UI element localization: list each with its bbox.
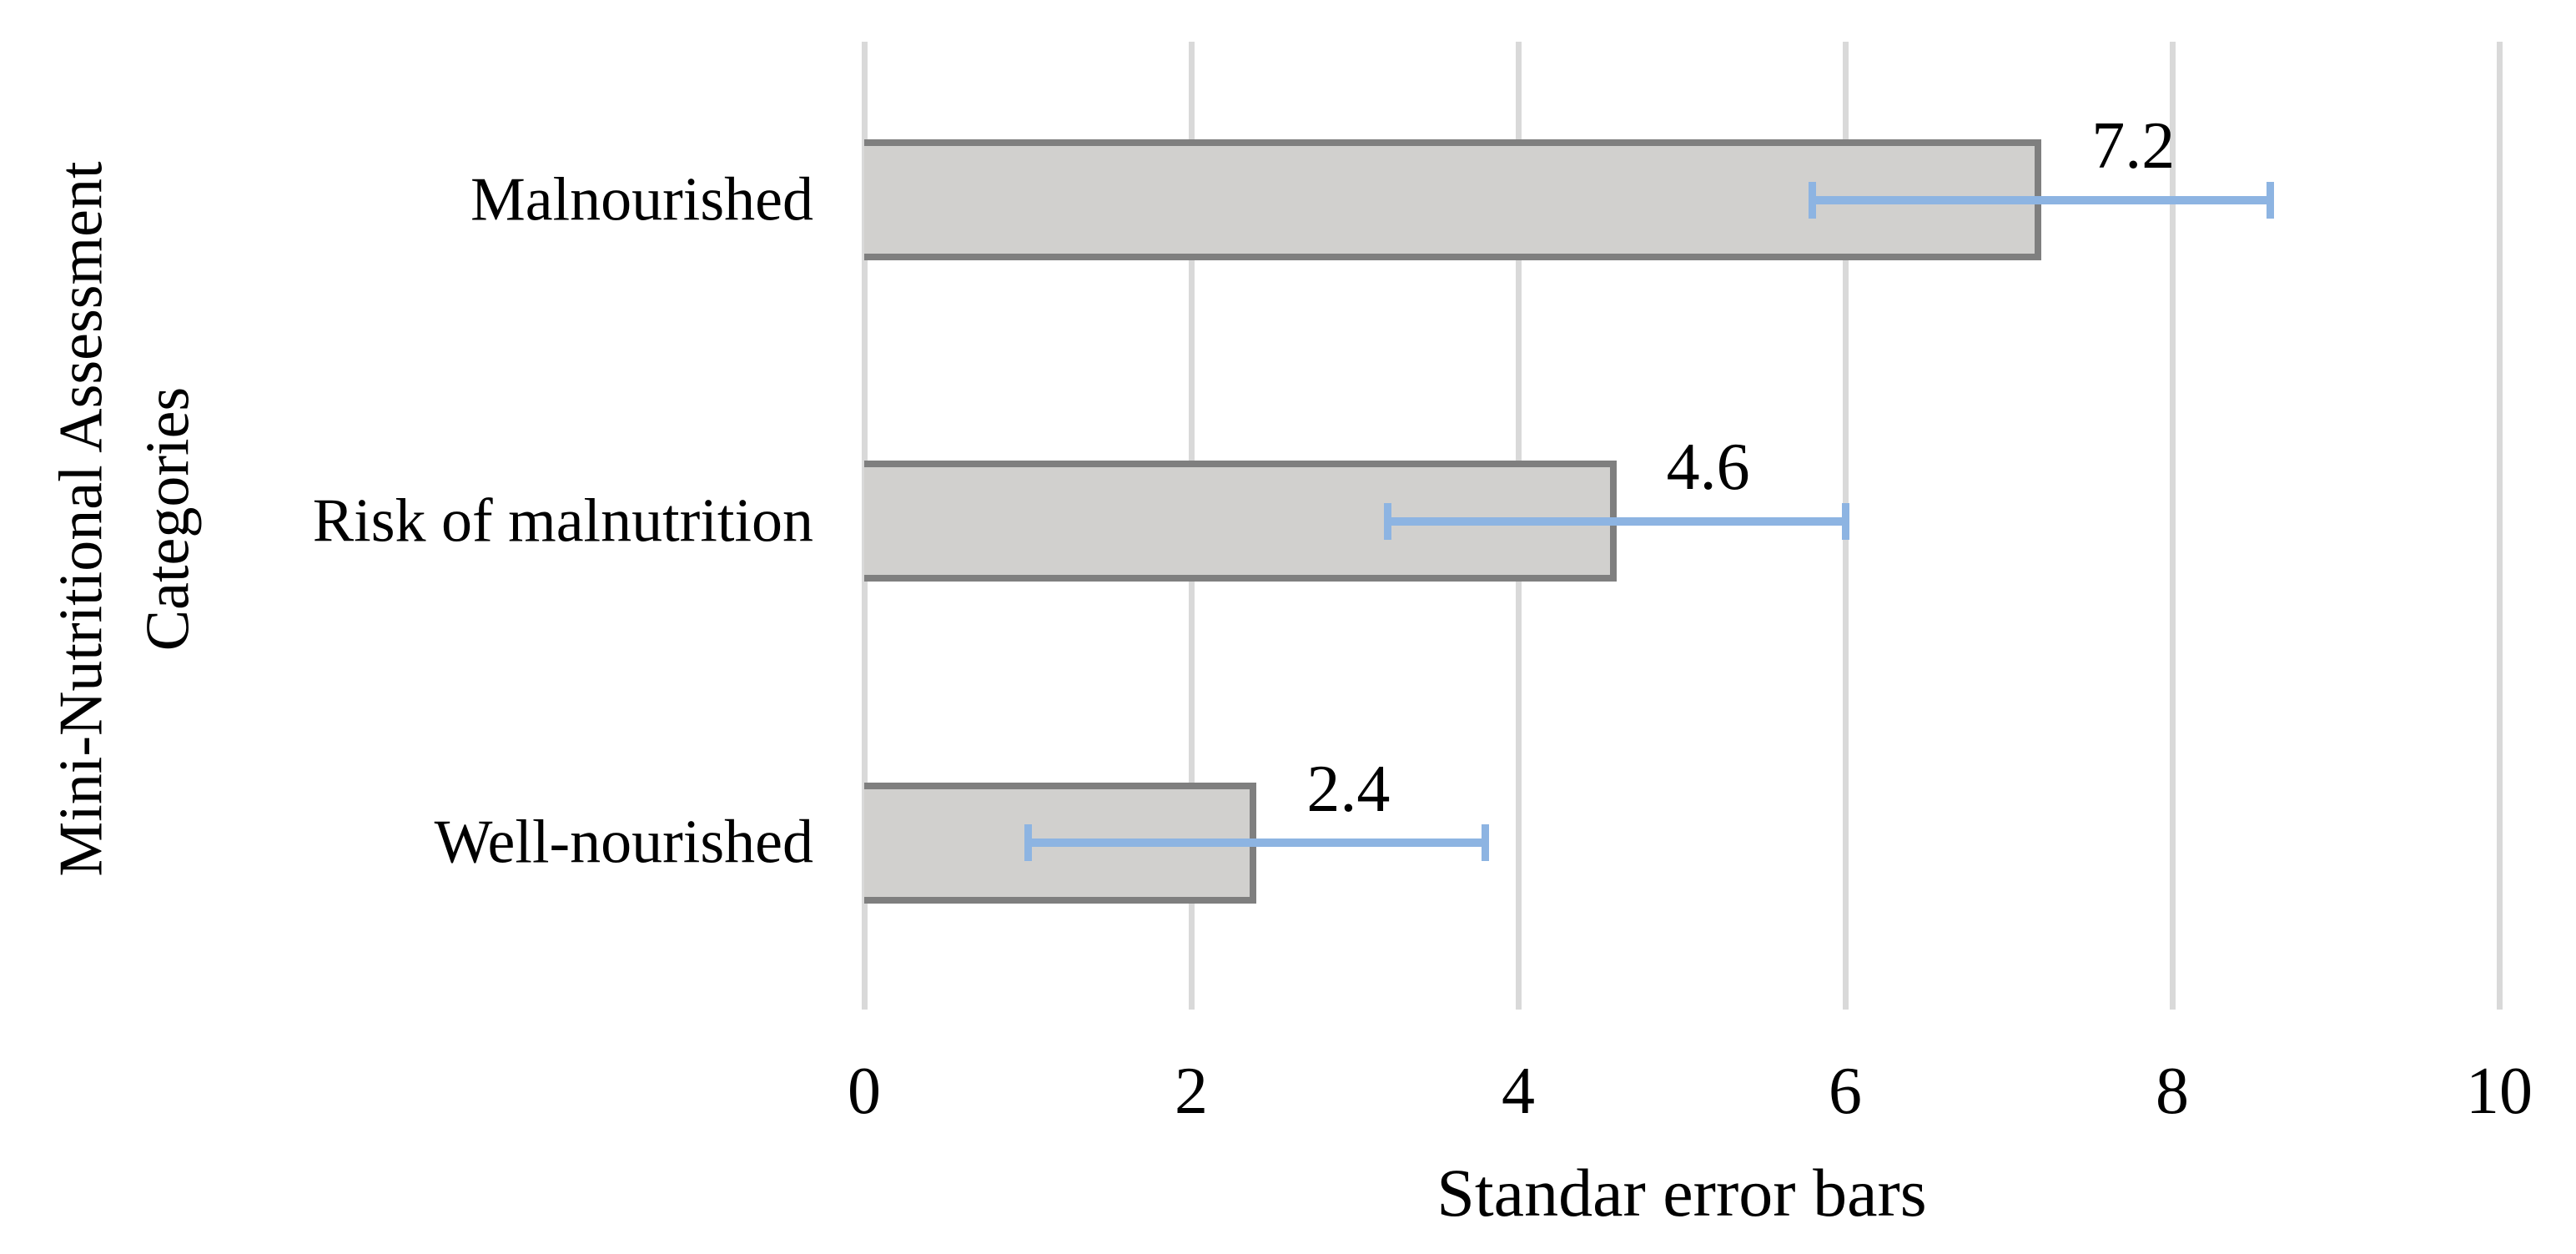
error-bar-line — [1812, 195, 2271, 204]
x-tick-label: 4 — [1502, 1055, 1535, 1128]
x-tick-label: 8 — [2156, 1055, 2189, 1128]
x-tick-label: 2 — [1175, 1055, 1208, 1128]
error-bar-cap-left — [1809, 181, 1817, 219]
data-label: 7.2 — [2091, 109, 2176, 184]
x-tick-label: 0 — [848, 1055, 881, 1128]
x-gridline — [2169, 42, 2176, 1010]
error-bar-cap-left — [1024, 824, 1032, 862]
error-bar-cap-right — [1482, 824, 1490, 862]
error-bar-cap-left — [1383, 502, 1391, 540]
x-tick-label: 10 — [2466, 1055, 2533, 1128]
error-bar-cap-right — [2267, 181, 2275, 219]
x-axis-title: Standar error bars — [1436, 1155, 1927, 1231]
error-bar-line — [1387, 516, 1845, 526]
category-label: Malnourished — [470, 164, 813, 234]
x-gridline — [2496, 42, 2503, 1010]
error-bar-line — [1028, 839, 1486, 848]
data-label: 2.4 — [1306, 752, 1391, 826]
category-label: Well-nourished — [434, 808, 813, 877]
error-bar-cap-right — [1841, 502, 1849, 540]
x-tick-label: 6 — [1829, 1055, 1862, 1128]
category-label: Risk of malnutrition — [312, 486, 813, 556]
data-label: 4.6 — [1666, 431, 1750, 505]
